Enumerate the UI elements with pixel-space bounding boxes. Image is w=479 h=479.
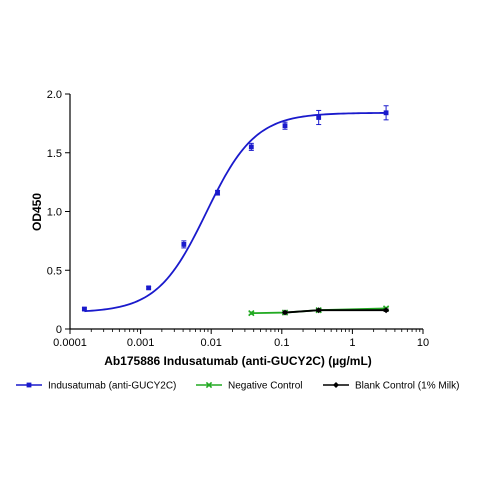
x-tick-label: 1 [349, 337, 355, 349]
legend-item-1: Negative Control [196, 381, 302, 392]
series-2 [281, 307, 390, 316]
legend-marker [333, 382, 339, 388]
legend-marker [205, 381, 213, 389]
legend-item-2: Blank Control (1% Milk) [323, 381, 459, 392]
data-point [281, 309, 288, 316]
data-point [248, 144, 254, 150]
data-point [146, 285, 152, 291]
plot-series [81, 105, 390, 317]
y-tick-label: 1.0 [47, 207, 62, 219]
x-tick-label: 0.01 [200, 337, 221, 349]
x-tick-label: 0.0001 [53, 337, 87, 349]
data-point [181, 242, 187, 247]
legend-label: Negative Control [228, 381, 302, 392]
legend-marker [26, 382, 32, 388]
data-point [316, 115, 322, 120]
x-ticks: 0.0001 0.001 0.01 0.1 1 10 [53, 329, 429, 349]
legend-label: Blank Control (1% Milk) [355, 381, 459, 392]
data-point [215, 190, 220, 196]
axes: 0.0001 0.001 0.01 0.1 1 10 0 0.5 1.0 1.5 2.0 [47, 89, 429, 349]
y-tick-label: 0 [56, 324, 62, 336]
data-point [383, 307, 390, 314]
x-tick-label: 0.001 [127, 337, 155, 349]
y-axis-title: OD450 [30, 193, 44, 231]
data-point [282, 123, 288, 129]
legend-label: Indusatumab (anti-GUCY2C) [48, 381, 176, 392]
data-point [383, 110, 389, 116]
series-0 [81, 105, 389, 313]
legend: Indusatumab (anti-GUCY2C) Negative Contro… [16, 381, 459, 392]
data-point [315, 307, 322, 314]
y-ticks: 0 0.5 1.0 1.5 2.0 [47, 89, 70, 336]
legend-item-0: Indusatumab (anti-GUCY2C) [16, 381, 176, 392]
data-point [248, 309, 255, 317]
x-axis-title: Ab175886 Indusatumab (anti-GUCY2C) (µg/m… [104, 354, 372, 368]
series-curve [84, 112, 387, 313]
data-point [82, 306, 87, 312]
x-tick-label: 0.1 [274, 337, 289, 349]
x-tick-label: 10 [417, 337, 429, 349]
y-tick-label: 1.5 [47, 148, 62, 160]
y-tick-label: 2.0 [47, 89, 62, 101]
series-curve [284, 309, 387, 314]
y-tick-label: 0.5 [47, 265, 62, 277]
